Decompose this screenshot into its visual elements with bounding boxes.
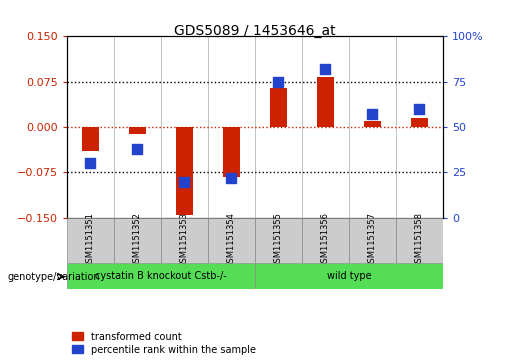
Text: GSM1151358: GSM1151358 [415,212,424,269]
Bar [114,218,161,263]
Text: GDS5089 / 1453646_at: GDS5089 / 1453646_at [174,24,336,38]
Bar [302,218,349,263]
Bar [317,77,334,127]
Bar [411,118,427,127]
Bar [161,218,208,263]
Text: GSM1151352: GSM1151352 [133,213,142,268]
Bar [255,218,302,263]
Bar [396,218,443,263]
Legend: transformed count, percentile rank within the sample: transformed count, percentile rank withi… [72,331,256,355]
Bar [67,218,114,263]
Text: GSM1151354: GSM1151354 [227,213,236,268]
Text: GSM1151351: GSM1151351 [86,213,95,268]
Text: GSM1151357: GSM1151357 [368,212,377,269]
Bar [129,127,146,134]
Point [180,179,188,184]
Text: wild type: wild type [327,271,371,281]
Text: GSM1151356: GSM1151356 [321,212,330,269]
Bar [270,88,287,127]
Bar [223,127,239,177]
Bar [208,218,255,263]
Point [274,79,283,85]
Bar [67,263,255,289]
Point [321,66,330,72]
Point [227,175,235,181]
Point [87,160,95,166]
Text: GSM1151355: GSM1151355 [274,213,283,268]
Bar [349,218,396,263]
Point [415,106,423,112]
Text: cystatin B knockout Cstb-/-: cystatin B knockout Cstb-/- [95,271,227,281]
Text: genotype/variation: genotype/variation [8,272,100,282]
Bar [364,121,381,127]
Point [368,111,376,117]
Bar [176,127,193,215]
Bar [82,127,99,151]
Text: GSM1151353: GSM1151353 [180,212,189,269]
Point [133,146,142,152]
Bar [255,263,443,289]
